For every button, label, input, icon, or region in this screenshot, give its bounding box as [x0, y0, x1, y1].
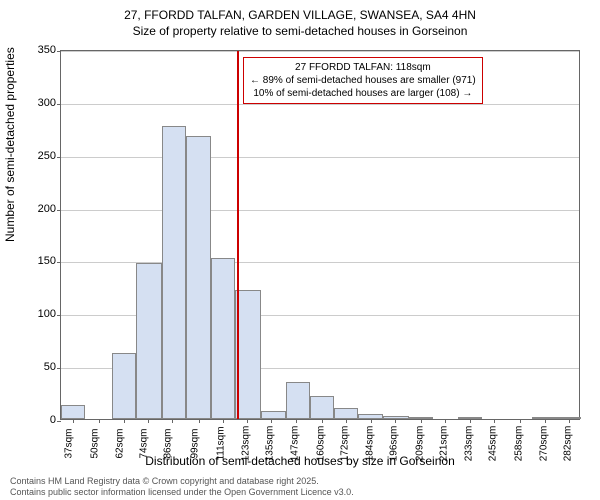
- y-tick-label: 50: [44, 361, 56, 373]
- histogram-bar: [383, 416, 409, 419]
- annotation-line2: ← 89% of semi-detached houses are smalle…: [250, 74, 476, 87]
- histogram-bar: [286, 382, 310, 419]
- y-tick-mark: [57, 315, 61, 316]
- histogram-bar: [162, 126, 186, 419]
- x-tick-mark: [494, 419, 495, 423]
- histogram-bar: [334, 408, 358, 419]
- histogram-bar: [211, 258, 235, 419]
- x-tick-mark: [73, 419, 74, 423]
- y-tick-label: 0: [50, 414, 56, 426]
- footer-attribution: Contains HM Land Registry data © Crown c…: [10, 476, 354, 498]
- x-tick-label: 245sqm: [487, 426, 498, 462]
- x-tick-label: 172sqm: [340, 426, 351, 462]
- x-tick-mark: [421, 419, 422, 423]
- x-tick-label: 282sqm: [562, 426, 573, 462]
- x-tick-label: 135sqm: [265, 426, 276, 462]
- x-tick-label: 196sqm: [388, 426, 399, 462]
- histogram-bar: [136, 263, 162, 419]
- x-tick-label: 209sqm: [414, 426, 425, 462]
- histogram-bar: [310, 396, 334, 419]
- annotation-line1: 27 FFORDD TALFAN: 118sqm: [250, 61, 476, 74]
- x-tick-label: 99sqm: [189, 428, 200, 458]
- x-tick-mark: [247, 419, 248, 423]
- x-tick-label: 37sqm: [64, 428, 75, 458]
- x-tick-mark: [271, 419, 272, 423]
- footer-line1: Contains HM Land Registry data © Crown c…: [10, 476, 354, 487]
- x-tick-mark: [569, 419, 570, 423]
- y-tick-mark: [57, 421, 61, 422]
- gridline: [61, 51, 579, 52]
- y-tick-mark: [57, 51, 61, 52]
- x-tick-label: 184sqm: [364, 426, 375, 462]
- x-tick-mark: [470, 419, 471, 423]
- histogram-bar: [61, 405, 85, 419]
- y-tick-label: 350: [38, 44, 56, 56]
- x-tick-mark: [371, 419, 372, 423]
- x-tick-label: 221sqm: [439, 426, 450, 462]
- x-tick-mark: [223, 419, 224, 423]
- x-tick-label: 74sqm: [139, 428, 150, 458]
- histogram-bar: [112, 353, 136, 419]
- chart-title-line1: 27, FFORDD TALFAN, GARDEN VILLAGE, SWANS…: [0, 0, 600, 24]
- x-tick-mark: [545, 419, 546, 423]
- x-tick-mark: [172, 419, 173, 423]
- x-tick-label: 50sqm: [90, 428, 101, 458]
- plot-area: 27 FFORDD TALFAN: 118sqm← 89% of semi-de…: [60, 50, 580, 420]
- y-tick-label: 200: [38, 203, 56, 215]
- histogram-bar: [261, 411, 285, 419]
- x-tick-mark: [445, 419, 446, 423]
- footer-line2: Contains public sector information licen…: [10, 487, 354, 498]
- x-tick-mark: [520, 419, 521, 423]
- x-tick-label: 160sqm: [315, 426, 326, 462]
- y-tick-label: 250: [38, 150, 56, 162]
- histogram-bar: [186, 136, 210, 419]
- x-tick-label: 258sqm: [514, 426, 525, 462]
- x-tick-label: 111sqm: [215, 426, 226, 460]
- x-tick-label: 62sqm: [114, 428, 125, 458]
- y-tick-mark: [57, 368, 61, 369]
- y-tick-label: 150: [38, 255, 56, 267]
- x-tick-mark: [395, 419, 396, 423]
- x-tick-label: 86sqm: [163, 428, 174, 458]
- y-tick-mark: [57, 157, 61, 158]
- x-tick-mark: [199, 419, 200, 423]
- y-tick-mark: [57, 210, 61, 211]
- gridline: [61, 210, 579, 211]
- x-tick-label: 270sqm: [538, 426, 549, 462]
- x-tick-label: 233sqm: [463, 426, 474, 462]
- x-tick-mark: [99, 419, 100, 423]
- y-tick-label: 300: [38, 97, 56, 109]
- x-tick-mark: [346, 419, 347, 423]
- x-tick-mark: [296, 419, 297, 423]
- histogram-bar: [235, 290, 261, 419]
- annotation-line3: 10% of semi-detached houses are larger (…: [250, 87, 476, 100]
- x-tick-label: 123sqm: [240, 426, 251, 462]
- reference-line: [237, 51, 239, 419]
- y-tick-mark: [57, 104, 61, 105]
- y-tick-mark: [57, 262, 61, 263]
- annotation-box: 27 FFORDD TALFAN: 118sqm← 89% of semi-de…: [243, 57, 483, 104]
- x-tick-mark: [124, 419, 125, 423]
- x-tick-mark: [322, 419, 323, 423]
- gridline: [61, 157, 579, 158]
- y-axis-label: Number of semi-detached properties: [3, 47, 17, 242]
- chart-title-line2: Size of property relative to semi-detach…: [0, 24, 600, 38]
- y-tick-label: 100: [38, 308, 56, 320]
- x-tick-mark: [148, 419, 149, 423]
- x-tick-label: 147sqm: [289, 426, 300, 462]
